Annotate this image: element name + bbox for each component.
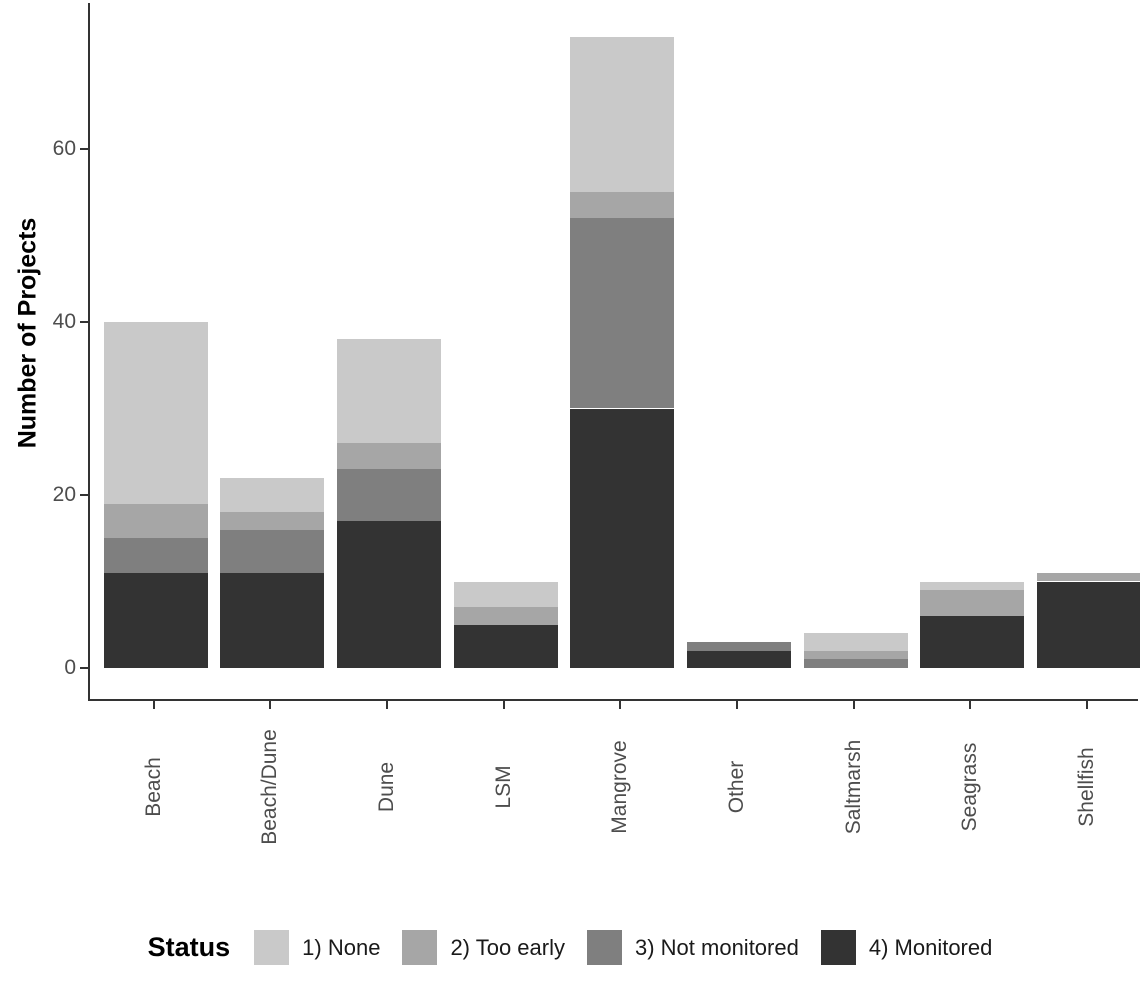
x-category-label: Beach	[141, 757, 165, 817]
y-tick-mark	[80, 321, 88, 323]
legend-item: 1) None	[254, 930, 380, 965]
y-tick-label: 60	[52, 137, 76, 160]
plot-panel	[88, 3, 1140, 701]
legend-item: 4) Monitored	[820, 930, 993, 965]
legend-label: 2) Too early	[450, 934, 565, 960]
legend-swatch	[586, 930, 622, 965]
x-tick-mark	[152, 701, 155, 709]
bar-segment	[336, 443, 441, 470]
x-category-label: Beach/Dune	[258, 729, 282, 845]
bar-segment	[220, 477, 325, 513]
legend-label: 4) Monitored	[868, 934, 993, 960]
x-tick-mark	[736, 701, 738, 709]
x-category-label: Other	[725, 760, 748, 814]
y-tick-label: 20	[52, 483, 76, 506]
x-tick-mark	[1086, 701, 1089, 709]
bar-segment	[803, 659, 908, 668]
y-tick-mark	[80, 148, 88, 150]
x-category-label: LSM	[491, 765, 515, 809]
x-tick-mark	[852, 701, 855, 709]
bar-segment	[453, 581, 558, 608]
bar-segment	[103, 538, 208, 573]
x-category-label: Shellfish	[1075, 747, 1099, 827]
legend-swatch	[820, 930, 856, 965]
bar-segment	[220, 512, 325, 530]
bar-segment	[336, 469, 441, 521]
bar-segment	[920, 581, 1025, 591]
bar-segment	[920, 616, 1025, 668]
bar-segment	[453, 624, 558, 668]
legend-item: 2) Too early	[402, 930, 565, 965]
y-tick-mark	[80, 494, 88, 496]
bar-segment	[220, 529, 325, 573]
x-category-label: Mangrove	[608, 740, 632, 834]
legend-item: 3) Not monitored	[586, 930, 799, 965]
x-tick-mark	[385, 701, 388, 709]
x-category-label: Seagrass	[958, 742, 982, 832]
legend-label: 1) None	[302, 934, 381, 960]
x-tick-mark	[969, 701, 972, 709]
legend-label: 3) Not monitored	[634, 934, 799, 960]
bar-segment	[1037, 572, 1140, 582]
y-tick-label: 0	[64, 656, 76, 679]
x-tick-mark	[269, 701, 272, 709]
legend: Status 1) None 2) Too early 3) Not monitor…	[0, 930, 1140, 965]
legend-swatch	[402, 930, 438, 965]
x-category-label: Saltmarsh	[841, 739, 865, 835]
bar-segment	[570, 218, 675, 409]
bar-segment	[687, 650, 791, 668]
bar-segment	[103, 572, 208, 668]
bar-segment	[103, 503, 208, 539]
x-tick-mark	[502, 701, 505, 709]
bar-segment	[1037, 581, 1140, 668]
x-tick-mark	[619, 701, 622, 709]
bar-segment	[336, 339, 441, 444]
bar-segment	[453, 607, 558, 625]
bar-segment	[570, 408, 675, 668]
bar-segment	[336, 520, 441, 668]
bar-segment	[570, 192, 675, 219]
bar-segment	[920, 590, 1025, 617]
x-category-label: Dune	[374, 761, 398, 813]
bar-segment	[220, 572, 325, 668]
y-tick-mark	[80, 667, 88, 669]
bar-segment	[687, 642, 791, 651]
bar-segment	[803, 650, 908, 660]
legend-swatch	[254, 930, 290, 965]
legend-title: Status	[147, 932, 231, 962]
bar-segment	[803, 633, 908, 651]
bar-segment	[570, 36, 675, 193]
y-tick-label: 40	[52, 310, 76, 333]
bar-segment	[103, 322, 208, 504]
